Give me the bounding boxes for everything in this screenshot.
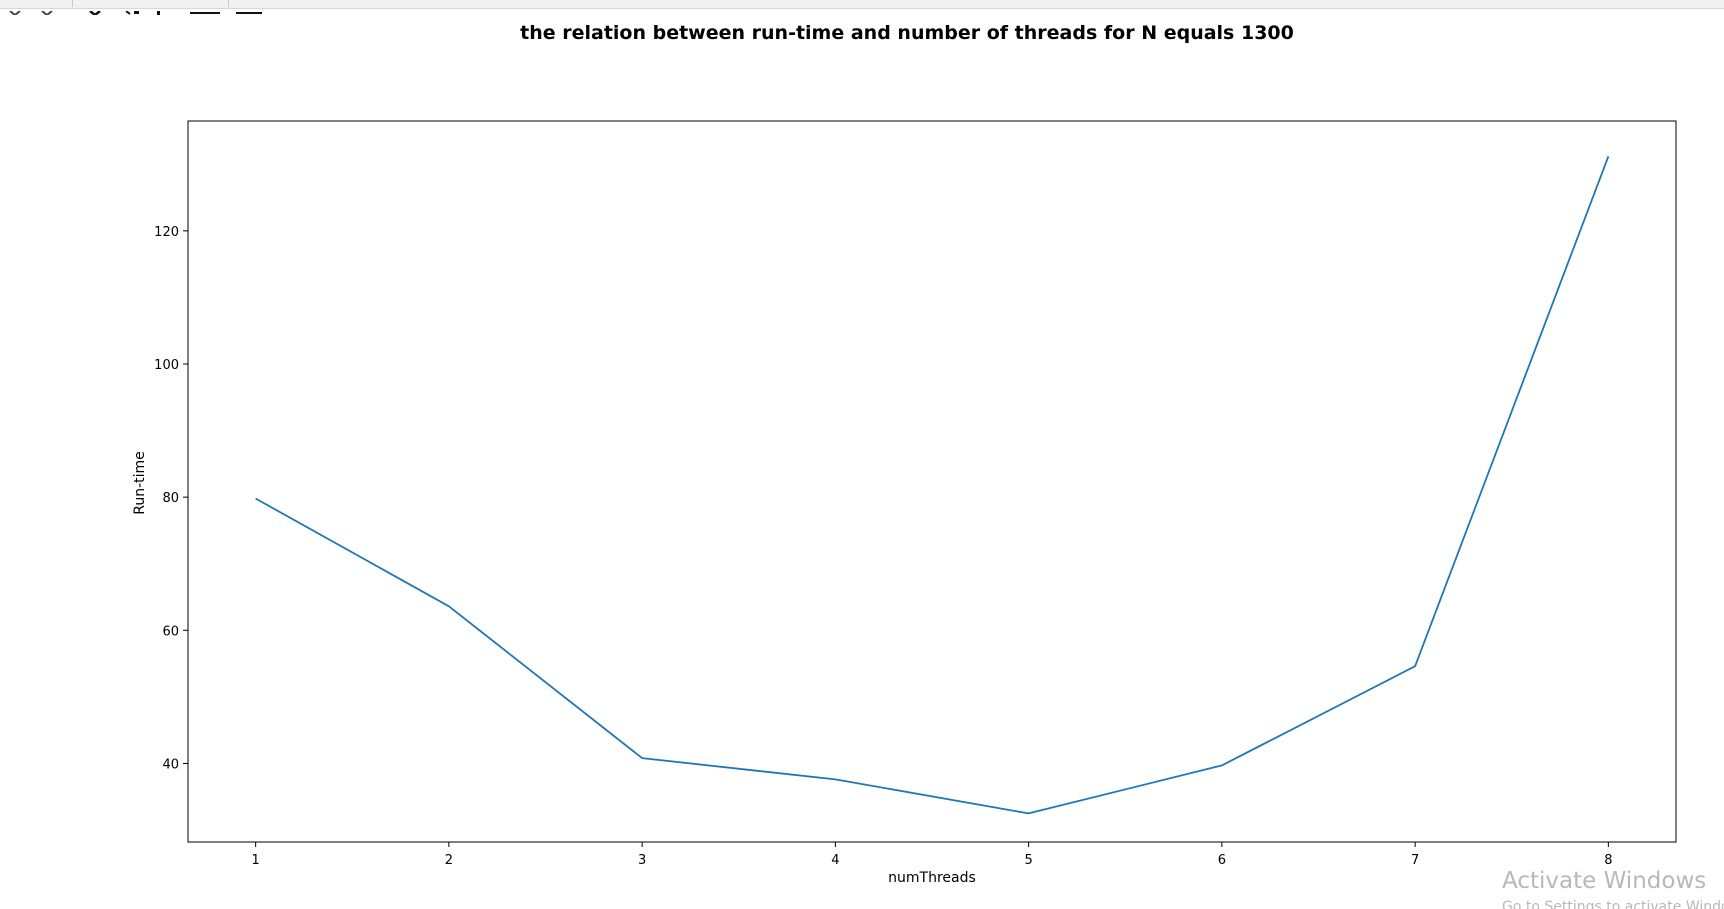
zoom-icon[interactable] (124, 0, 142, 15)
x-axis-label: numThreads (888, 870, 976, 886)
y-tick-label: 100 (154, 358, 179, 373)
toolbar-separator (228, 0, 229, 7)
configure-icon[interactable] (190, 0, 220, 14)
x-tick-label: 6 (1218, 853, 1226, 868)
save-icon[interactable] (236, 0, 262, 14)
watermark-subtitle: Go to Settings to activate Windows. (1502, 900, 1724, 909)
toolbar-separator (72, 0, 73, 7)
subplots-icon[interactable] (154, 0, 168, 15)
x-tick-label: 1 (251, 853, 259, 868)
y-tick-label: 60 (162, 624, 179, 639)
y-tick-label: 40 (162, 757, 179, 772)
x-axis-ticks: 1 2 3 4 5 6 7 8 (251, 842, 1613, 868)
y-tick-label: 80 (162, 491, 179, 506)
series-line-runtime (255, 155, 1610, 815)
axes-frame (187, 120, 1677, 843)
x-tick-label: 8 (1604, 853, 1612, 868)
series-layer (255, 155, 1610, 815)
x-tick-label: 7 (1411, 853, 1419, 868)
plot-area-border (187, 120, 1677, 843)
y-axis-ticks: 40 60 80 100 120 (154, 225, 188, 772)
watermark-title: Activate Windows (1502, 868, 1707, 894)
x-tick-label: 2 (445, 853, 453, 868)
x-tick-label: 3 (638, 853, 646, 868)
y-axis-label: Run-time (132, 451, 148, 515)
chart-title: the relation between run-time and number… (520, 22, 1294, 44)
x-tick-label: 5 (1024, 853, 1032, 868)
x-tick-label: 4 (831, 853, 839, 868)
y-tick-label: 120 (154, 225, 179, 240)
